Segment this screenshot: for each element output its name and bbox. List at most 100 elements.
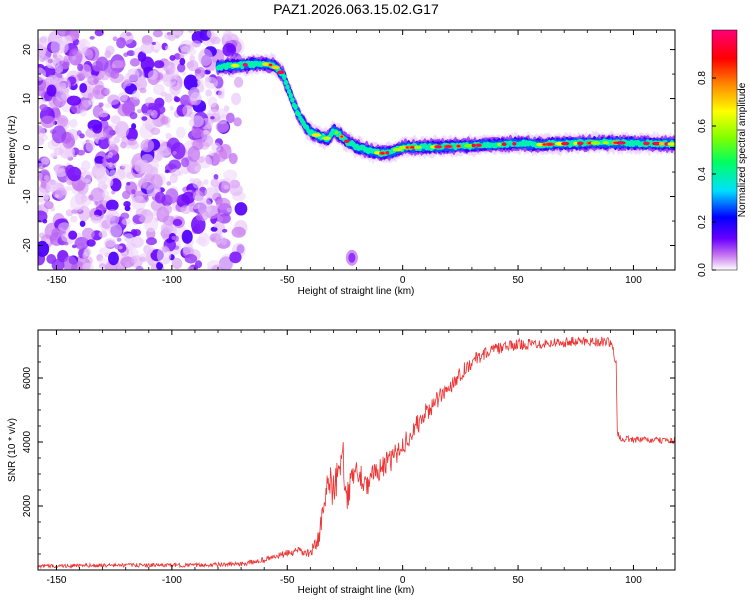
noise-blob — [39, 36, 47, 44]
noise-blob — [229, 184, 243, 196]
noise-blob — [43, 201, 54, 210]
noise-blob — [165, 132, 172, 140]
noise-blob — [51, 258, 65, 270]
noise-blob — [98, 71, 110, 81]
noise-blob — [46, 84, 57, 97]
noise-blob — [104, 238, 116, 248]
noise-blob — [79, 82, 88, 94]
noise-blob — [131, 249, 139, 258]
noise-blob — [94, 30, 104, 37]
noise-blob — [63, 255, 78, 270]
noise-blob — [204, 187, 219, 200]
ridge-hotspot — [322, 136, 331, 141]
noise-blob — [80, 160, 91, 171]
noise-blob — [88, 99, 95, 105]
noise-blob — [104, 50, 112, 59]
noise-blob — [170, 168, 182, 177]
noise-blob — [141, 153, 154, 164]
noise-blob — [137, 51, 147, 63]
noise-blob — [166, 181, 172, 186]
noise-blob — [203, 129, 209, 135]
ridge-band-4 — [288, 92, 293, 99]
snr-xtick-label: 50 — [512, 575, 524, 586]
noise-blob — [198, 48, 213, 66]
noise-blob — [74, 193, 85, 205]
noise-blob — [172, 218, 183, 227]
noise-blob — [80, 170, 93, 183]
ridge-hotspot — [602, 140, 610, 145]
noise-blob — [233, 76, 244, 88]
noise-blob — [40, 115, 56, 128]
noise-blob — [169, 105, 174, 111]
noise-blob — [161, 116, 169, 125]
noise-blob — [108, 223, 123, 238]
noise-blob — [188, 87, 201, 101]
ridge-hotspot-core — [502, 143, 506, 146]
ridge-hotspot-core — [278, 71, 283, 74]
noise-blob — [90, 214, 102, 224]
noise-blob — [187, 60, 199, 72]
noise-blob — [165, 45, 170, 51]
ridge-hotspot — [590, 141, 601, 145]
noise-blob — [38, 67, 46, 81]
noise-blob — [187, 266, 195, 270]
noise-blob — [106, 214, 116, 222]
noise-blob — [39, 104, 48, 111]
noise-blob — [176, 194, 190, 208]
snr-panel: -150 -100 -50 0 50 100 2000 4000 6000 Height of … — [7, 329, 676, 596]
noise-blob — [38, 86, 45, 97]
noise-blob — [94, 201, 99, 206]
noise-blob — [183, 74, 198, 91]
noise-blob — [174, 96, 181, 103]
noise-blob — [86, 239, 96, 247]
noise-blob — [171, 142, 186, 160]
ridge-hotspot-core — [345, 140, 349, 143]
noise-blob — [149, 167, 159, 177]
noise-blob — [63, 241, 69, 246]
noise-blob — [229, 251, 242, 264]
noise-blob — [98, 263, 107, 269]
heatmap-marks — [38, 30, 675, 270]
noise-blob — [205, 75, 212, 83]
noise-blob — [180, 205, 192, 215]
ridge-hotspot-core — [472, 144, 476, 147]
figure-title: PAZ1.2026.063.15.02.G17 — [273, 1, 439, 17]
noise-blob — [117, 60, 126, 68]
noise-blob — [84, 248, 92, 257]
noise-blob — [139, 87, 147, 94]
noise-blob — [121, 218, 131, 226]
noise-blob — [125, 144, 131, 149]
noise-blob — [176, 63, 186, 73]
noise-blob — [145, 237, 158, 246]
noise-blob — [129, 58, 140, 67]
ridge-hotspot-core — [435, 145, 441, 148]
noise-blob — [110, 115, 121, 125]
noise-blob — [223, 184, 229, 190]
ridge-hotspot-core — [578, 142, 583, 145]
noise-blob — [215, 197, 231, 211]
noise-blob — [38, 171, 43, 182]
colorbar-label: Normalized spectral amplitude — [737, 82, 748, 217]
ridge-hotspot-core — [513, 142, 516, 145]
ridge-band-4 — [285, 84, 290, 90]
noise-blob — [225, 112, 235, 124]
noise-blob — [182, 104, 193, 117]
noise-blob — [114, 243, 120, 250]
noise-blob — [222, 43, 237, 57]
spectrogram-xlabel: Height of straight line (km) — [298, 286, 415, 297]
noise-blob — [140, 138, 155, 153]
noise-blob — [201, 135, 214, 147]
noise-blob — [156, 145, 172, 157]
noise-blob — [102, 190, 110, 199]
noise-blob — [152, 30, 163, 38]
ridge-hotspot — [311, 133, 322, 137]
noise-blob — [96, 172, 108, 184]
noise-blob — [56, 30, 71, 37]
noise-blob — [90, 187, 105, 204]
noise-blob — [231, 92, 242, 106]
noise-blob — [210, 226, 218, 232]
noise-blob — [180, 45, 190, 56]
spectrogram-ylabel: Frequency (Hz) — [7, 116, 18, 185]
noise-blob — [150, 109, 158, 119]
noise-blob — [53, 147, 65, 156]
